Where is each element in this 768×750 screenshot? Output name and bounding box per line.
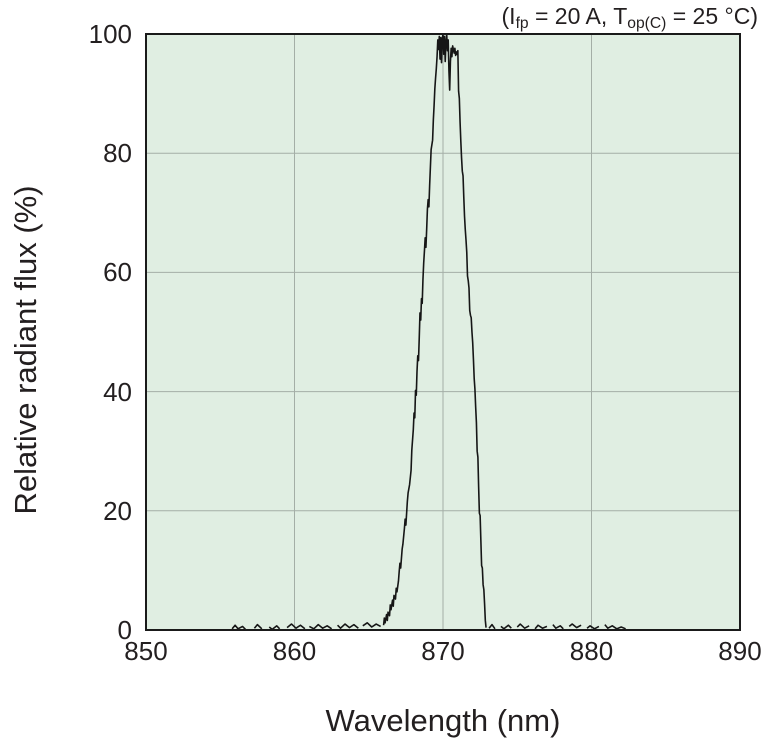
spectrum-trace-segment-12 — [552, 624, 564, 630]
spectrum-trace-segment-9 — [500, 624, 512, 630]
spectrum-trace-segment-10 — [516, 623, 530, 630]
annotation-text: = 25 °C) — [666, 3, 758, 29]
y-tick-label-80: 80 — [103, 138, 132, 169]
y-tick-label-100: 100 — [88, 19, 132, 49]
spectrum-trace-segment-4 — [308, 623, 333, 630]
spectrum-trace-segment-5 — [336, 623, 359, 630]
y-tick-label-40: 40 — [103, 376, 132, 407]
y-tick-label-20: 20 — [103, 495, 132, 526]
spectrum-trace-segment-11 — [534, 624, 548, 630]
x-axis-title: Wavelength (nm) — [325, 703, 561, 738]
y-tick-label-60: 60 — [103, 257, 132, 288]
y-tick-label-0: 0 — [117, 615, 132, 645]
x-tick-label-850: 850 — [124, 636, 168, 666]
spectrum-trace-segment-3 — [286, 623, 306, 630]
annotation-subscript: op(C) — [627, 15, 667, 33]
spectrum-trace-segment-6 — [362, 622, 382, 628]
spectrum-trace-segment-7 — [382, 33, 487, 628]
x-tick-label-870: 870 — [421, 636, 465, 666]
annotation-text: (I — [501, 3, 516, 29]
test-conditions-annotation: (Ifp = 20 A, Top(C) = 25 °C) — [501, 3, 759, 33]
y-axis-title: Relative radiant flux (%) — [8, 185, 43, 515]
spectrum-trace-segment-13 — [568, 623, 582, 629]
plot-frame — [145, 33, 741, 631]
spectrum-trace-segment-14 — [586, 625, 600, 630]
annotation-text: = 20 A, T — [528, 3, 628, 29]
spectrum-trace-segment-2 — [268, 625, 281, 631]
x-tick-label-890: 890 — [718, 636, 762, 666]
spectrum-trace-segment-8 — [488, 623, 496, 630]
spectrum-trace-segment-1 — [253, 623, 263, 630]
x-tick-label-880: 880 — [569, 636, 614, 666]
plot-area — [145, 33, 741, 631]
annotation-subscript: fp — [515, 15, 529, 33]
spectrum-trace-segment-15 — [604, 624, 626, 630]
x-tick-label-860: 860 — [272, 636, 317, 666]
spectrum-trace-segment-0 — [231, 624, 247, 630]
